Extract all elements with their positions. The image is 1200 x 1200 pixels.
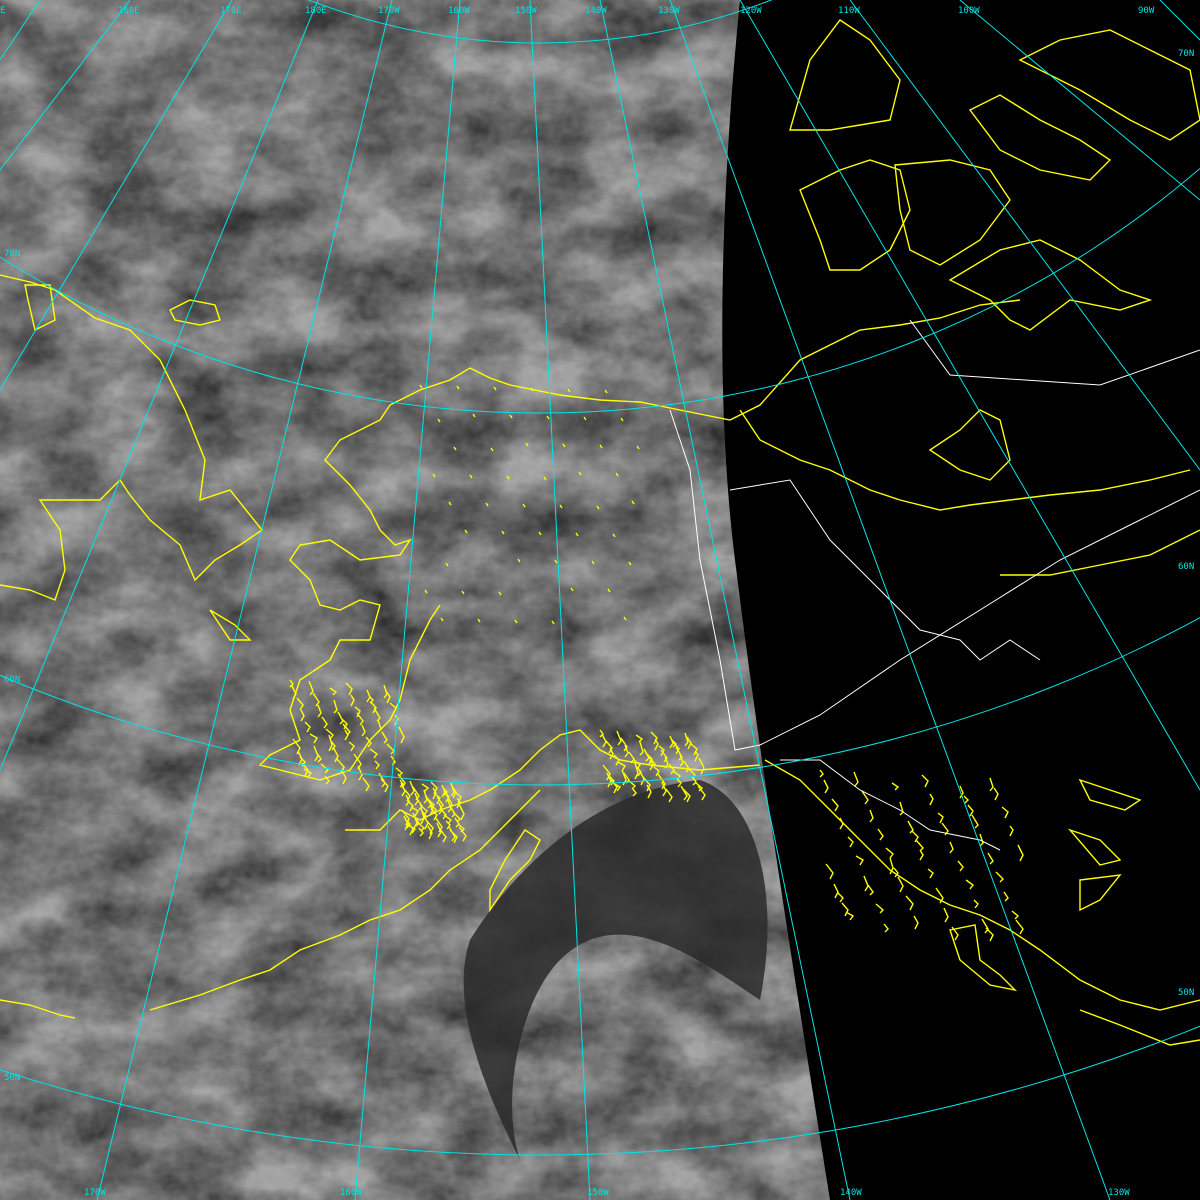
top-longitude-label: 110W — [838, 6, 860, 16]
coastline-detail — [599, 729, 706, 803]
coastline — [389, 299, 1021, 421]
bottom-longitude-label: 140W — [840, 1188, 862, 1198]
meridian-line — [0, 0, 319, 771]
coastlines — [0, 19, 1200, 1046]
meridian-line — [959, 0, 1200, 201]
coastline — [0, 274, 264, 601]
coastline — [789, 19, 901, 131]
right-latitude-label: 50N — [1178, 988, 1194, 998]
graticule-labels: E 160E 170E 180E 170W 160W 150W 140W 130W 120W 110… — [0, 6, 1194, 1198]
bottom-longitude-label: 130W — [1108, 1188, 1130, 1198]
meridian-line — [0, 0, 41, 61]
coastline — [24, 284, 56, 332]
coastline — [948, 239, 1153, 331]
coastline — [0, 999, 76, 1019]
meridian-line — [739, 0, 1200, 791]
coastline-detail — [399, 779, 467, 844]
meridian-line — [96, 0, 393, 1200]
top-longitude-label: 120W — [740, 6, 762, 16]
coastline — [149, 789, 541, 1011]
meridian-line — [1159, 0, 1200, 41]
coastline — [799, 159, 911, 271]
top-longitude-label: 130W — [658, 6, 680, 16]
coastline — [1018, 29, 1200, 141]
border-line — [669, 409, 761, 751]
coastline — [489, 829, 541, 913]
bottom-longitude-label: 170W — [84, 1188, 106, 1198]
coastline — [1000, 529, 1200, 576]
right-latitude-label: 60N — [1178, 562, 1194, 572]
meridian-line — [0, 0, 233, 391]
coastline — [894, 159, 1011, 266]
top-longitude-label: 180E — [305, 6, 327, 16]
coastline — [209, 609, 252, 641]
bottom-longitude-label: 160W — [340, 1188, 362, 1198]
meridian-line — [529, 0, 591, 1200]
left-latitude-label: 60N — [4, 675, 20, 685]
lakes — [419, 384, 640, 625]
left-latitude-label: 70N — [4, 249, 20, 259]
parallel-line — [307, 0, 773, 44]
coastline — [258, 404, 441, 781]
coastline — [1079, 1009, 1200, 1046]
border-line — [780, 759, 1001, 851]
top-longitude-label: 160E — [118, 6, 140, 16]
meridian-line — [0, 0, 131, 171]
parallel-line — [0, 616, 1200, 786]
top-longitude-label: 140W — [585, 6, 607, 16]
coastline — [1067, 828, 1122, 866]
dark-ocean-gulf — [463, 780, 768, 1160]
top-longitude-label: 170E — [220, 6, 242, 16]
coastline — [928, 409, 1011, 481]
coastline — [949, 924, 1018, 992]
border-line — [759, 489, 1200, 746]
top-longitude-label: 160W — [448, 6, 470, 16]
top-longitude-label: 100W — [958, 6, 980, 16]
top-longitude-label: 170W — [378, 6, 400, 16]
coastline — [345, 729, 761, 831]
meridian-line — [669, 0, 1111, 1200]
meridian-line — [599, 0, 851, 1200]
right-latitude-label: 70N — [1178, 49, 1194, 59]
coastline — [764, 759, 1200, 1011]
coastline — [968, 94, 1112, 181]
coastline — [1079, 874, 1122, 912]
top-longitude-label: 90W — [1138, 6, 1155, 16]
top-longitude-label: 150W — [515, 6, 537, 16]
meridian-line — [849, 0, 1200, 471]
coastline — [739, 409, 1191, 511]
top-longitude-label: E — [0, 6, 5, 16]
border-line — [909, 319, 1200, 386]
coastline — [169, 299, 221, 326]
parallel-line — [0, 167, 1200, 414]
coastline-detail — [289, 679, 406, 793]
coastline — [1078, 778, 1142, 811]
meridian-line — [354, 0, 461, 1200]
bottom-longitude-label: 150W — [587, 1188, 609, 1198]
left-latitude-label: 50N — [4, 1073, 20, 1083]
